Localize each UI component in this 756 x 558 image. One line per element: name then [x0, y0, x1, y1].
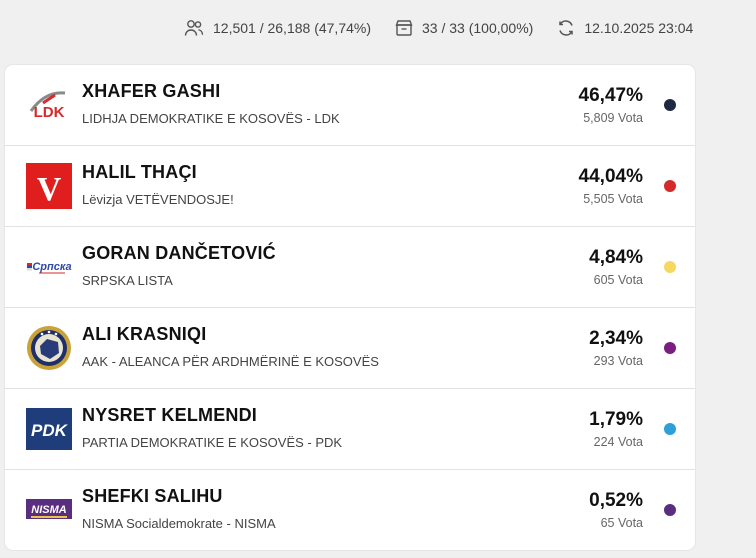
summary-stats: 12,501 / 26,188 (47,74%) 33 / 33 (100,00…: [184, 19, 693, 37]
svg-text:LDK: LDK: [34, 104, 65, 121]
ldk-logo: LDK: [25, 81, 73, 129]
vote-count: 5,809 Vota: [583, 111, 643, 125]
party-name: PARTIA DEMOKRATIKE E KOSOVËS - PDK: [82, 435, 343, 450]
vote-count: 5,505 Vota: [583, 192, 643, 206]
vetevendosje-logo: V: [25, 162, 73, 210]
color-dot: [664, 180, 676, 192]
svg-text:PDK: PDK: [31, 421, 69, 440]
party-name: SRPSKA LISTA: [82, 273, 173, 288]
color-dot: [664, 504, 676, 516]
vote-percentage: 44,04%: [578, 166, 643, 187]
nisma-logo: NISMA: [25, 486, 73, 534]
aak-logo: [25, 324, 73, 372]
voters-stat: 12,501 / 26,188 (47,74%): [184, 19, 371, 37]
color-dot: [664, 423, 676, 435]
svg-text:V: V: [37, 171, 62, 208]
svg-text:Српска: Српска: [32, 261, 71, 273]
vote-count: 224 Vota: [593, 435, 643, 449]
vote-percentage: 1,79%: [589, 409, 643, 430]
ballot-box-icon: [395, 20, 413, 36]
candidate-name: XHAFER GASHI: [82, 81, 221, 101]
color-dot: [664, 261, 676, 273]
party-name: Lëvizja VETËVENDOSJE!: [82, 192, 234, 207]
candidate-row[interactable]: V HALIL THAÇI Lëvizja VETËVENDOSJE! 44,0…: [5, 146, 695, 227]
pdk-logo: PDK: [25, 405, 73, 453]
vote-count: 293 Vota: [593, 354, 643, 368]
refresh-icon[interactable]: [557, 19, 575, 37]
candidate-row[interactable]: Српска GORAN DANČETOVIĆ SRPSKA LISTA 4,8…: [5, 227, 695, 308]
candidate-name: NYSRET KELMENDI: [82, 405, 258, 425]
vote-count: 605 Vota: [593, 273, 643, 287]
updated-stat: 12.10.2025 23:04: [557, 19, 693, 37]
candidate-name: HALIL THAÇI: [82, 162, 197, 182]
party-name: LIDHJA DEMOKRATIKE E KOSOVËS - LDK: [82, 111, 340, 126]
svg-text:NISMA: NISMA: [31, 504, 67, 516]
stations-stat: 33 / 33 (100,00%): [395, 19, 533, 37]
stations-count: 33 / 33 (100,00%): [422, 20, 534, 36]
candidate-row[interactable]: NISMA SHEFKI SALIHU NISMA Socialdemokrat…: [5, 470, 695, 550]
updated-time: 12.10.2025 23:04: [584, 20, 694, 36]
candidate-row[interactable]: PDK NYSRET KELMENDI PARTIA DEMOKRATIKE E…: [5, 389, 695, 470]
users-icon: [184, 20, 204, 36]
srpska-lista-logo: Српска: [25, 243, 73, 291]
color-dot: [664, 342, 676, 354]
candidate-row[interactable]: LDK XHAFER GASHI LIDHJA DEMOKRATIKE E KO…: [5, 65, 695, 146]
color-dot: [664, 99, 676, 111]
party-name: AAK - ALEANCA PËR ARDHMËRINË E KOSOVËS: [82, 354, 379, 369]
results-card: LDK XHAFER GASHI LIDHJA DEMOKRATIKE E KO…: [5, 65, 695, 550]
vote-percentage: 46,47%: [578, 85, 643, 106]
vote-percentage: 4,84%: [589, 247, 643, 268]
candidate-name: GORAN DANČETOVIĆ: [82, 243, 276, 263]
vote-percentage: 0,52%: [589, 490, 643, 511]
vote-percentage: 2,34%: [589, 328, 643, 349]
voters-count: 12,501 / 26,188 (47,74%): [213, 20, 372, 36]
candidate-row[interactable]: ALI KRASNIQI AAK - ALEANCA PËR ARDHMËRIN…: [5, 308, 695, 389]
vote-count: 65 Vota: [600, 516, 643, 530]
candidate-name: SHEFKI SALIHU: [82, 486, 223, 506]
candidate-name: ALI KRASNIQI: [82, 324, 207, 344]
party-name: NISMA Socialdemokrate - NISMA: [82, 516, 276, 531]
